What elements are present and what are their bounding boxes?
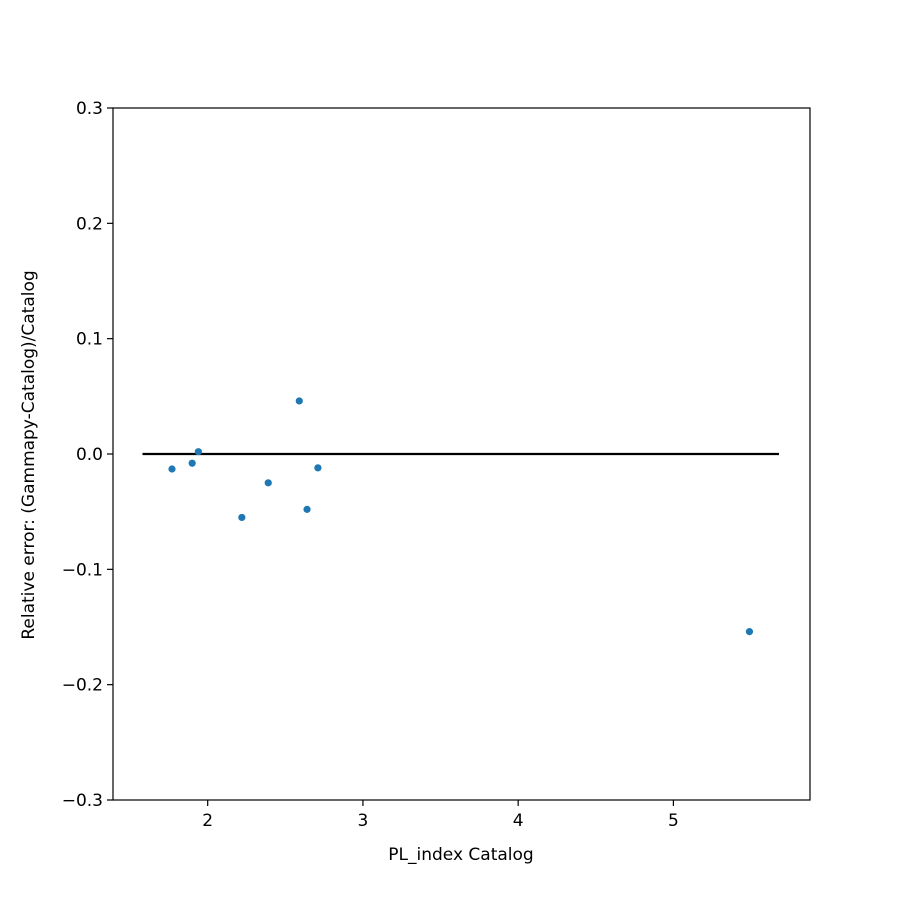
x-tick-label-2: 4 [513,811,524,831]
data-point-4 [264,479,272,487]
y-tick-label-0: −0.3 [62,791,103,811]
y-tick-label-4: 0.1 [76,330,103,350]
y-axis-ticks: −0.3 −0.2 −0.1 0.0 0.1 0.2 0.3 [62,99,113,811]
x-tick-label-0: 2 [202,811,213,831]
data-point-8 [745,628,754,636]
y-tick-label-1: −0.2 [62,676,103,696]
data-point-2 [194,448,202,456]
x-axis-ticks: 2 3 4 5 [202,800,679,831]
y-axis-label: Relative error: (Gammapy-Catalog)/Catalo… [19,270,39,639]
data-point-1 [188,459,196,467]
data-point-6 [303,505,311,513]
y-tick-label-5: 0.2 [76,214,103,234]
x-tick-label-1: 3 [358,811,369,831]
y-tick-label-6: 0.3 [76,99,103,119]
y-tick-label-3: 0.0 [76,445,103,465]
x-axis-label: PL_index Catalog [388,845,533,865]
y-tick-label-2: −0.1 [62,560,103,580]
data-point-5 [295,397,303,405]
x-tick-label-3: 5 [668,811,679,831]
data-point-7 [314,464,322,472]
data-point-0 [168,465,176,473]
data-points [168,397,754,636]
data-point-3 [238,513,246,522]
